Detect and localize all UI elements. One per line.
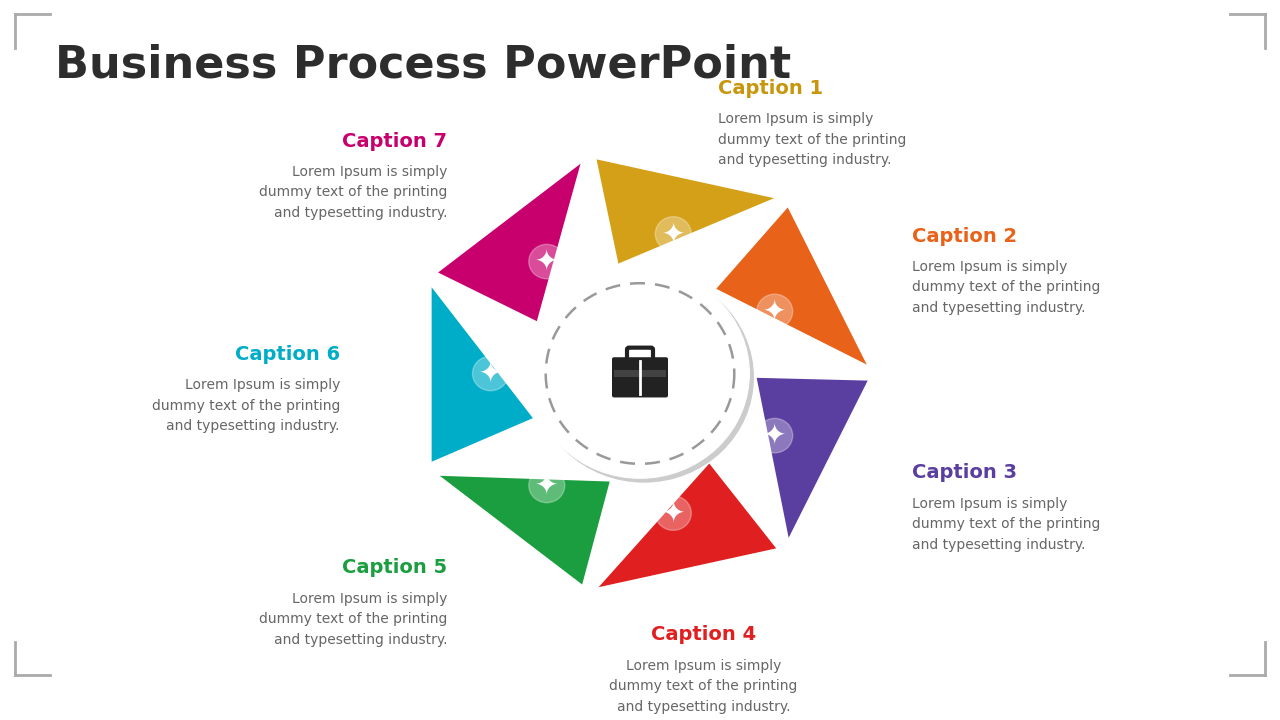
Polygon shape [595,462,778,590]
Text: Caption 7: Caption 7 [342,132,447,150]
FancyBboxPatch shape [612,357,668,397]
Text: Lorem Ipsum is simply
dummy text of the printing
and typesetting industry.: Lorem Ipsum is simply dummy text of the … [151,378,340,433]
Text: ✦: ✦ [763,422,786,449]
Circle shape [756,294,792,328]
Text: Caption 5: Caption 5 [342,558,447,577]
Text: Lorem Ipsum is simply
dummy text of the printing
and typesetting industry.: Lorem Ipsum is simply dummy text of the … [911,260,1101,315]
Text: ✦: ✦ [763,297,786,325]
Circle shape [655,496,691,531]
Polygon shape [435,474,612,587]
Polygon shape [714,205,870,368]
Circle shape [529,468,564,503]
Text: Caption 2: Caption 2 [911,227,1016,246]
Text: Caption 4: Caption 4 [650,626,756,644]
Circle shape [655,217,691,251]
Text: ✦: ✦ [479,359,502,387]
Text: ✦: ✦ [535,248,558,276]
Circle shape [529,244,564,279]
Text: Caption 6: Caption 6 [234,345,340,364]
Polygon shape [430,283,535,464]
Circle shape [472,356,508,391]
Text: Lorem Ipsum is simply
dummy text of the printing
and typesetting industry.: Lorem Ipsum is simply dummy text of the … [259,165,447,220]
Text: ✦: ✦ [662,220,685,248]
Polygon shape [755,377,870,542]
Text: Lorem Ipsum is simply
dummy text of the printing
and typesetting industry.: Lorem Ipsum is simply dummy text of the … [259,592,447,647]
Polygon shape [595,158,778,266]
Text: ✦: ✦ [535,472,558,500]
Text: Caption 3: Caption 3 [911,464,1016,482]
Circle shape [531,269,749,478]
Text: Business Process PowerPoint: Business Process PowerPoint [55,43,791,86]
Text: Lorem Ipsum is simply
dummy text of the printing
and typesetting industry.: Lorem Ipsum is simply dummy text of the … [718,112,906,167]
Text: Caption 1: Caption 1 [718,78,823,98]
Text: ✦: ✦ [662,499,685,527]
Polygon shape [435,160,582,323]
Text: Lorem Ipsum is simply
dummy text of the printing
and typesetting industry.: Lorem Ipsum is simply dummy text of the … [911,497,1101,552]
Bar [614,369,666,377]
Circle shape [756,418,792,453]
Circle shape [535,273,753,482]
Text: Lorem Ipsum is simply
dummy text of the printing
and typesetting industry.: Lorem Ipsum is simply dummy text of the … [609,659,797,714]
